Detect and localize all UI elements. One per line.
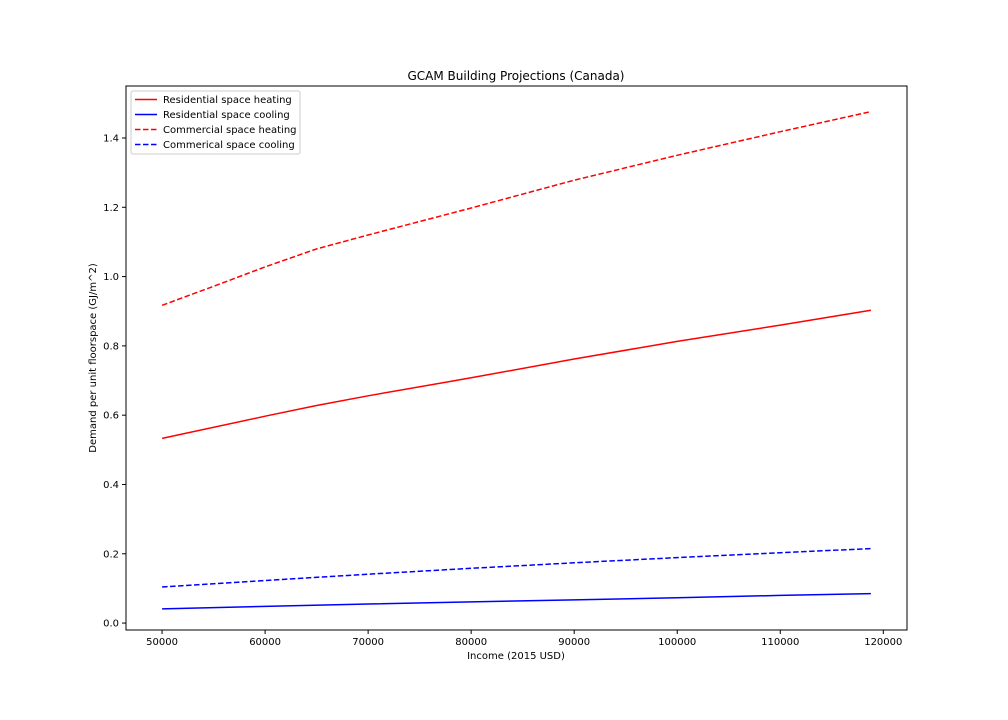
legend-label: Residential space heating xyxy=(163,95,292,106)
legend-label: Residential space cooling xyxy=(163,110,290,121)
x-tick-label: 120000 xyxy=(864,637,902,648)
x-axis: 50000 60000 70000 80000 90000 100000 110000 120… xyxy=(146,630,902,648)
x-tick-label: 60000 xyxy=(249,637,281,648)
y-tick-label: 0.0 xyxy=(103,619,119,630)
y-axis-label: Demand per unit floorspace (GJ/m^2) xyxy=(88,263,99,453)
x-axis-label: Income (2015 USD) xyxy=(467,651,565,662)
series-lines xyxy=(161,110,872,610)
x-tick-label: 110000 xyxy=(761,637,799,648)
legend-box xyxy=(130,90,301,155)
y-tick-label: 0.6 xyxy=(103,411,119,422)
chart-title: GCAM Building Projections (Canada) xyxy=(408,69,625,83)
x-tick-label: 100000 xyxy=(658,637,696,648)
plot-frame xyxy=(125,85,908,631)
series-line-1 xyxy=(161,309,872,440)
x-tick-label: 50000 xyxy=(146,637,178,648)
legend-label: Commercial space heating xyxy=(163,125,297,136)
y-tick-label: 0.8 xyxy=(103,341,119,352)
y-axis: 0.0 0.2 0.4 0.6 0.8 1.0 1.2 1.4 xyxy=(103,133,126,630)
x-tick-label: 80000 xyxy=(455,637,487,648)
x-tick-label: 70000 xyxy=(352,637,384,648)
y-tick-label: 1.4 xyxy=(103,133,119,144)
y-tick-label: 0.4 xyxy=(103,480,119,491)
y-tick-label: 1.0 xyxy=(103,272,119,283)
y-tick-label: 1.2 xyxy=(103,203,119,214)
x-tick-label: 90000 xyxy=(558,637,590,648)
legend: Residential space heating Residential spa… xyxy=(130,90,301,155)
series-line-3 xyxy=(161,110,872,307)
series-line-4 xyxy=(162,547,871,588)
legend-label: Commerical space cooling xyxy=(163,140,295,151)
series-line-2 xyxy=(162,592,871,610)
y-tick-label: 0.2 xyxy=(103,549,119,560)
